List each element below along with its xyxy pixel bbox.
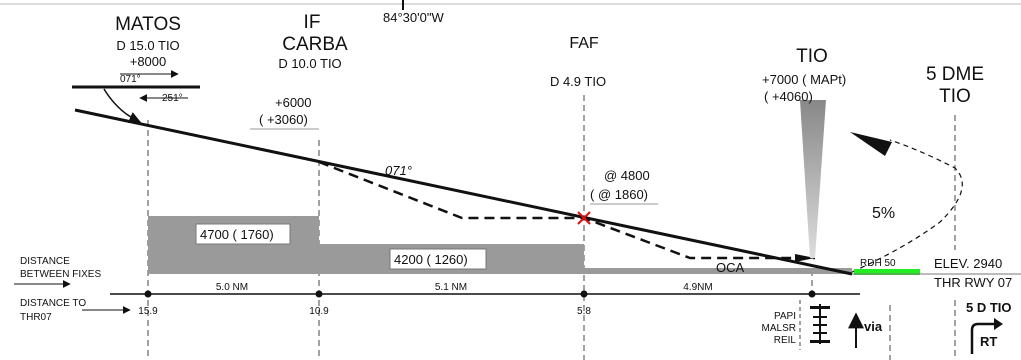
longitude-label: 84°30'0"W xyxy=(383,10,444,25)
via-label: via xyxy=(864,319,883,334)
turn-dme-label: 5 D TIO xyxy=(966,300,1012,315)
segment-label-1: 4700 ( 1760) xyxy=(200,227,274,242)
elev-label: ELEV. 2940 xyxy=(934,256,1002,271)
faf-name: FAF xyxy=(569,35,599,52)
malsr-label: MALSR xyxy=(762,323,796,334)
holding-join-arrow xyxy=(103,88,142,123)
tio-alt: +7000 ( MAPt) xyxy=(762,72,846,87)
turn-right-arrowhead xyxy=(994,318,1003,330)
matos-alt: +8000 xyxy=(130,54,167,69)
axis-dot-carba xyxy=(315,290,323,298)
segment-label-box-2 xyxy=(389,248,487,270)
runway-threshold-bar xyxy=(854,269,920,275)
rdh-label: RDH 50 xyxy=(860,258,896,269)
missed-approach-path xyxy=(851,139,963,273)
carba-name: CARBA xyxy=(282,34,348,55)
segment-label-2: 4200 ( 1260) xyxy=(394,252,468,267)
carba-alt: +6000 xyxy=(275,95,312,110)
carba-if: IF xyxy=(304,12,321,33)
papi-label: PAPI xyxy=(774,311,796,322)
distance-between-label-1: DISTANCE xyxy=(20,256,70,267)
distance-to-label-2: THR07 xyxy=(20,312,52,323)
axis-dot-matos xyxy=(144,290,152,298)
distance-to-carba: 10.9 xyxy=(309,306,329,317)
missed-approach-arrow xyxy=(850,132,892,156)
distance-seg-1: 5.0 NM xyxy=(216,282,248,293)
dme5-tio-label: TIO xyxy=(939,86,971,107)
faf-alt-agl: ( @ 1860) xyxy=(590,187,648,202)
holding-outbound-label: 251° xyxy=(162,93,183,104)
descent-path xyxy=(74,108,853,276)
carba-dme: D 10.0 TIO xyxy=(278,56,341,71)
distance-between-label-2: BETWEEN FIXES xyxy=(20,269,101,280)
distance-to-faf: 5.8 xyxy=(577,306,591,317)
mapt-beam xyxy=(800,100,826,258)
segment-block-oca xyxy=(584,268,852,274)
thr-label: THR RWY 07 xyxy=(934,275,1012,290)
distance-to-label-1: DISTANCE TO xyxy=(20,298,86,309)
faf-dme: D 4.9 TIO xyxy=(550,74,606,89)
reil-label: REIL xyxy=(774,335,797,346)
matos-name: MATOS xyxy=(115,14,181,35)
segment-label-box-1 xyxy=(195,223,291,245)
faf-alt: @ 4800 xyxy=(604,168,650,183)
carba-alt-agl: ( +3060) xyxy=(259,112,308,127)
north-tick xyxy=(402,0,404,10)
faf-marker xyxy=(577,211,591,225)
turn-right-arrow xyxy=(970,322,996,354)
dme5-label: 5 DME xyxy=(926,64,984,85)
stepdown-arrow xyxy=(795,254,815,262)
tio-name: TIO xyxy=(796,46,828,67)
light-system-icon xyxy=(810,304,830,344)
matos-dme: D 15.0 TIO xyxy=(116,38,179,53)
axis-dot-tio xyxy=(808,290,816,298)
oca-label: OCA xyxy=(716,260,745,275)
distance-seg-3: 4.9NM xyxy=(683,282,712,293)
course-label: 071° xyxy=(385,163,412,178)
climb-gradient: 5% xyxy=(872,205,895,222)
holding-inbound-label: 071° xyxy=(120,74,141,85)
distance-seg-2: 5.1 NM xyxy=(435,282,467,293)
tio-alt-agl: ( +4060) xyxy=(764,89,813,104)
axis-dot-faf xyxy=(580,290,588,298)
distance-to-matos: 15.9 xyxy=(138,306,158,317)
turn-direction: RT xyxy=(980,334,997,349)
